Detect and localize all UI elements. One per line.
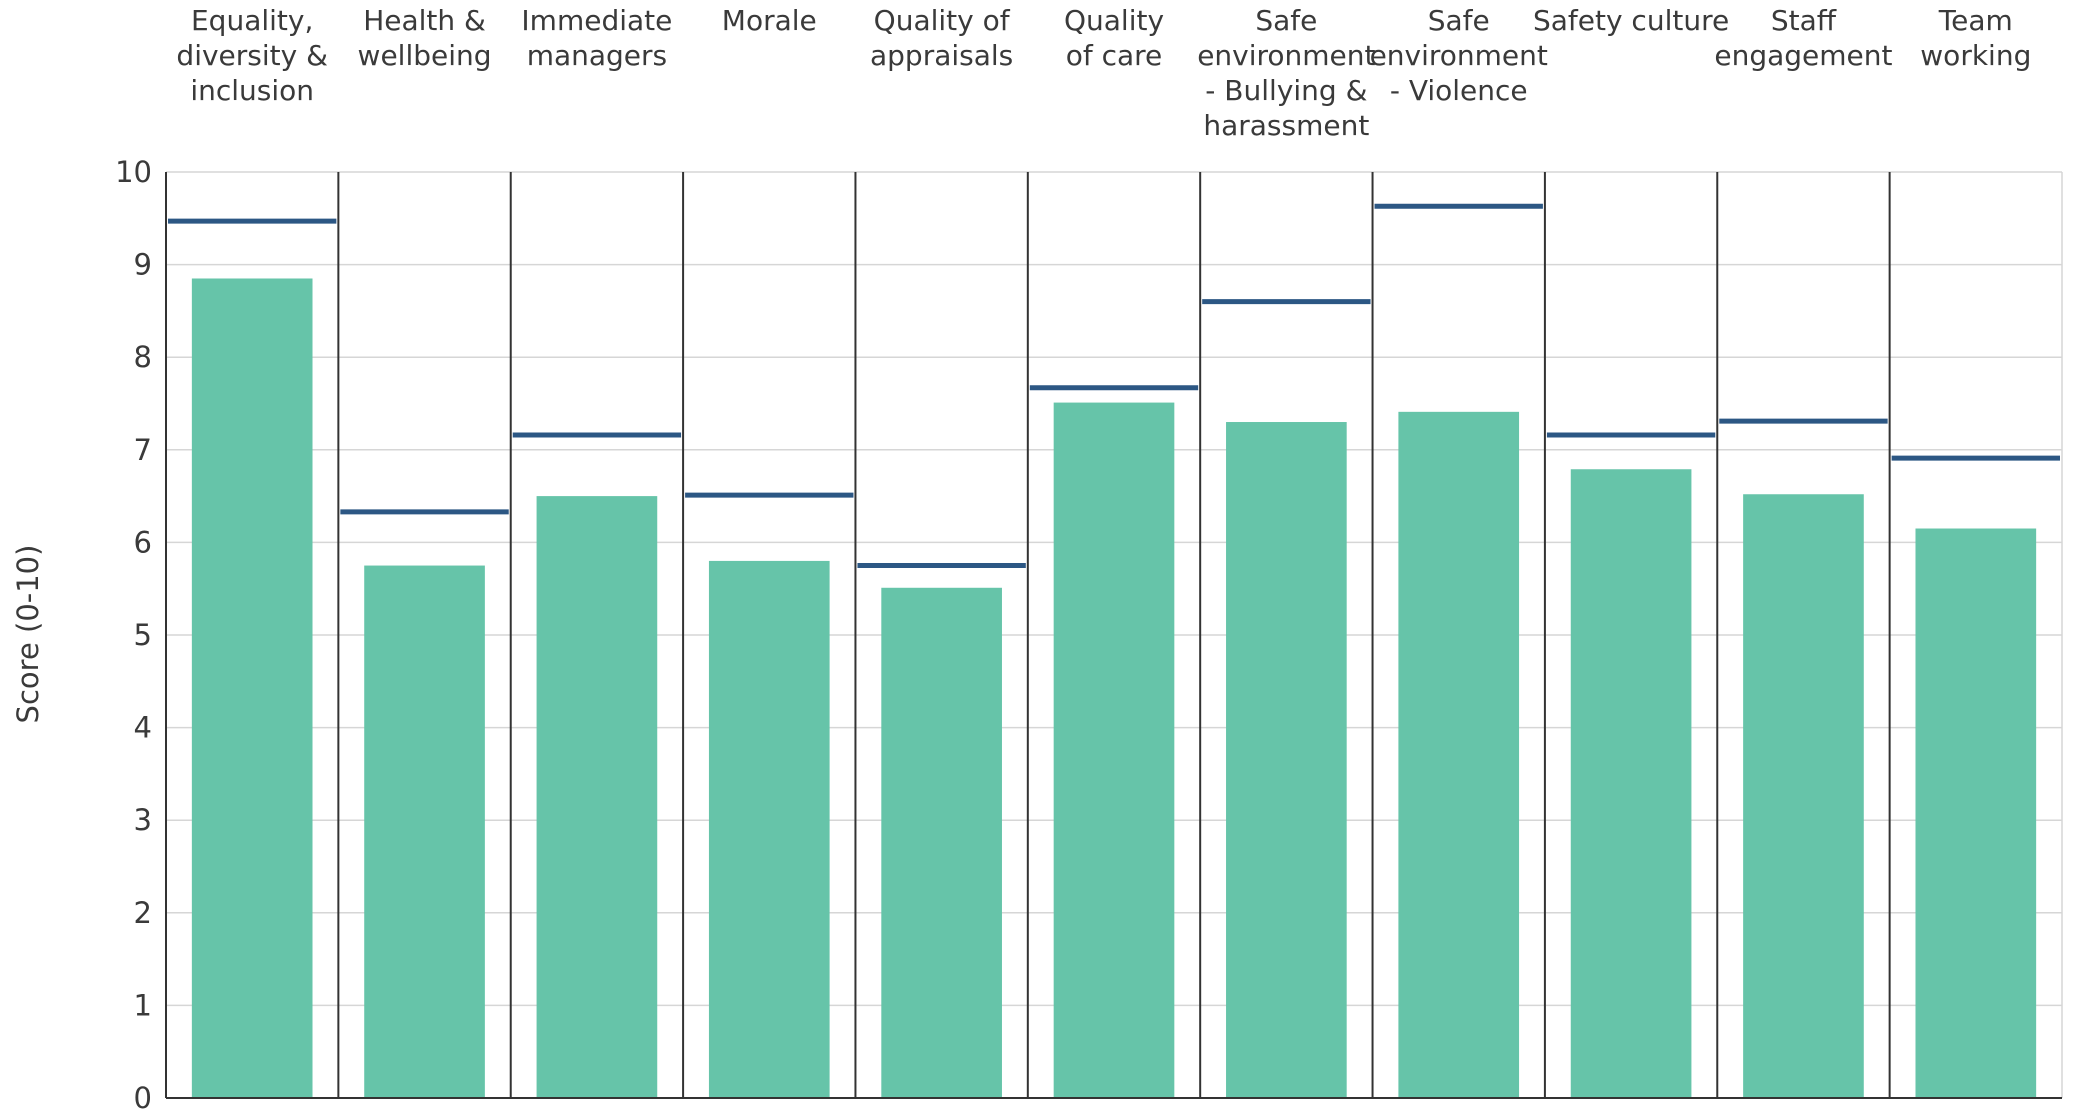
category-label: Immediate managers [521, 4, 672, 72]
panel-dividers [165, 172, 2063, 1099]
category-label-line: managers [527, 39, 667, 72]
category-label-line: Quality [1064, 4, 1164, 37]
y-tick-label: 9 [134, 248, 152, 282]
bar [1398, 411, 1520, 1099]
category-label-line: appraisals [870, 39, 1013, 72]
category-label: Safe environment - Violence [1370, 4, 1548, 107]
category-label-line: Team [1938, 4, 2013, 37]
bars [191, 278, 2037, 1099]
category-label-line: harassment [1203, 109, 1369, 142]
category-label-line: working [1920, 39, 2031, 72]
category-label: Health & wellbeing [358, 4, 492, 72]
category-label-line: Staff [1771, 4, 1837, 37]
y-axis-ticks: 0 1 2 3 4 5 6 7 8 9 10 [115, 155, 152, 1110]
bar [536, 496, 658, 1099]
y-tick-label: 0 [134, 1081, 152, 1110]
bar [1743, 494, 1864, 1098]
category-label: Quality of care [1064, 4, 1164, 72]
bar [364, 565, 485, 1098]
category-label: Safety culture [1533, 4, 1729, 37]
category-label-line: Health & [363, 4, 486, 37]
category-label-line: Immediate [521, 4, 672, 37]
y-tick-label: 1 [134, 988, 152, 1022]
bar [708, 560, 830, 1098]
benchmark-lines [168, 203, 2060, 569]
category-label-line: Equality, [191, 4, 313, 37]
bar [1570, 469, 1692, 1099]
category-label: Staff engagement [1714, 4, 1892, 72]
category-label-line: Safe [1255, 4, 1317, 37]
category-label-line: Morale [722, 4, 817, 37]
bar [1915, 528, 2037, 1098]
category-label-line: - Bullying & [1205, 74, 1367, 107]
category-label-line: inclusion [190, 74, 314, 107]
y-tick-label: 6 [134, 525, 152, 559]
category-label-line: of care [1066, 39, 1163, 72]
category-labels: Equality, diversity & inclusion Health & wel… [176, 4, 2031, 142]
category-label-line: diversity & [176, 39, 328, 72]
category-label-line: engagement [1714, 39, 1892, 72]
category-label: Safe environment - Bullying & harassment [1197, 4, 1375, 142]
y-axis-label: Score (0-10) [11, 545, 45, 724]
y-tick-label: 10 [115, 155, 152, 189]
category-label-line: - Violence [1390, 74, 1528, 107]
category-label: Morale [722, 4, 817, 37]
bar [1226, 422, 1347, 1098]
category-label-line: wellbeing [358, 39, 492, 72]
category-label-line: environment [1370, 39, 1548, 72]
bar [191, 278, 313, 1098]
y-tick-label: 7 [134, 433, 152, 467]
category-label-line: Safety culture [1533, 4, 1729, 37]
y-tick-label: 5 [134, 618, 152, 652]
category-label-line: Quality of [874, 4, 1011, 37]
bar [881, 587, 1002, 1098]
y-tick-label: 8 [134, 340, 152, 374]
category-label: Equality, diversity & inclusion [176, 4, 328, 107]
category-label: Team working [1920, 4, 2031, 72]
category-label: Quality of appraisals [870, 4, 1013, 72]
y-tick-label: 2 [134, 896, 152, 930]
bar [1053, 402, 1175, 1099]
category-label-line: environment [1197, 39, 1375, 72]
y-tick-label: 4 [134, 711, 152, 745]
category-label-line: Safe [1428, 4, 1490, 37]
y-tick-label: 3 [134, 803, 152, 837]
